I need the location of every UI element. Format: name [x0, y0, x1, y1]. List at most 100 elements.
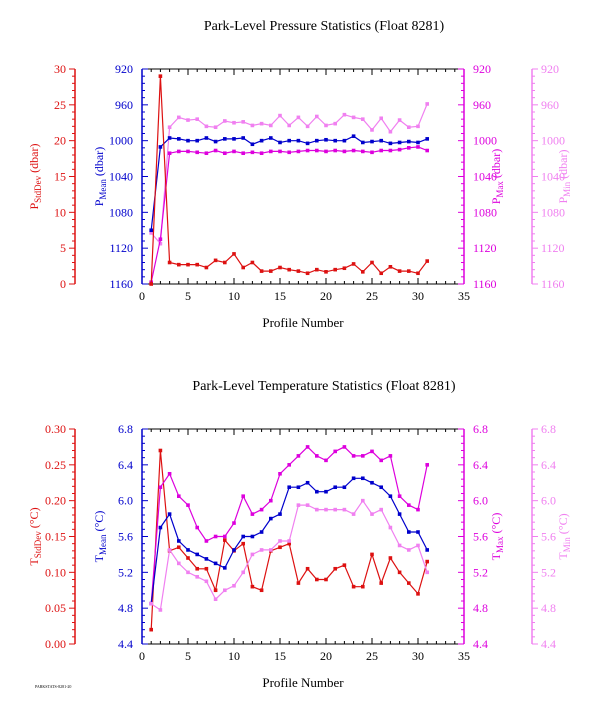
mean-series-point — [370, 480, 374, 485]
min-series-point — [305, 503, 310, 507]
min-series-point — [361, 117, 365, 121]
mean-series-point — [232, 548, 236, 552]
pressure-chart-panel: Park-Level Pressure Statistics (Float 82… — [27, 19, 572, 330]
stddev-series-point — [342, 266, 347, 271]
mean-series-point — [315, 489, 319, 494]
stddev-series-point — [213, 258, 218, 263]
min-series-point — [269, 548, 273, 552]
max-series-point — [296, 454, 301, 458]
mean-series-point — [333, 485, 337, 490]
max-series-point — [213, 534, 218, 539]
stddev-series-point — [370, 260, 374, 265]
mean-axis-label-main: T — [92, 554, 106, 562]
mean-series-point — [287, 138, 291, 143]
max-series-point — [232, 149, 236, 154]
stddev-axis-tick-label: 0.30 — [45, 422, 66, 436]
min-series-point — [379, 116, 383, 121]
max-series-point — [416, 507, 420, 512]
min-series-point — [223, 119, 227, 123]
max-axis-label-main: T — [489, 552, 503, 560]
max-series-point — [416, 145, 420, 149]
max-series-point — [370, 449, 374, 454]
min-axis-tick-label: 4.4 — [541, 637, 556, 651]
mean-axis-tick-label: 5.6 — [118, 530, 133, 544]
stddev-series-point — [177, 262, 181, 267]
stddev-series-point — [213, 588, 218, 593]
min-series-point — [158, 608, 163, 612]
x-tick-label: 30 — [412, 289, 424, 303]
max-series-point — [333, 148, 337, 153]
max-series-point — [259, 151, 264, 156]
min-series-point — [425, 570, 429, 575]
max-series-point — [287, 150, 291, 155]
max-series-point — [186, 149, 190, 154]
mean-series-point — [259, 138, 264, 143]
mean-series-point — [223, 137, 227, 141]
stddev-series-point — [416, 271, 420, 276]
min-series-point — [223, 588, 227, 593]
stddev-series-point — [186, 556, 190, 560]
max-series-point — [333, 449, 337, 454]
mean-series-point — [186, 548, 190, 552]
min-axis-tick-label: 960 — [541, 98, 559, 112]
mean-series-point — [177, 539, 181, 543]
min-series-point — [370, 512, 374, 516]
min-axis-tick-label: 6.8 — [541, 422, 556, 436]
mean-axis-tick-label: 1000 — [109, 134, 133, 148]
stddev-axis-tick-label: 0.25 — [45, 458, 66, 472]
chart-title: Park-Level Temperature Statistics (Float… — [192, 379, 455, 394]
stddev-axis-label-main: P — [27, 203, 41, 210]
min-series-point — [351, 512, 356, 516]
stddev-series-line — [150, 76, 428, 285]
mean-series-point — [416, 530, 420, 534]
mean-series-point — [204, 136, 209, 140]
x-tick-label: 10 — [228, 289, 240, 303]
max-axis-tick-label: 1080 — [473, 205, 497, 219]
min-series-point — [342, 112, 347, 117]
mean-series-point — [407, 139, 411, 144]
x-tick-label: 20 — [320, 649, 332, 663]
mean-series-point — [250, 142, 255, 147]
max-axis-tick-label: 1000 — [473, 134, 497, 148]
stddev-axis-tick-label: 0.15 — [45, 530, 66, 544]
min-axis-label-sub: Min — [562, 181, 572, 197]
max-series-point — [259, 507, 264, 512]
x-tick-label: 15 — [274, 649, 286, 663]
stddev-series-point — [370, 552, 374, 557]
mean-series-point — [379, 485, 383, 490]
stddev-series-point — [425, 559, 429, 564]
stddev-series-point — [195, 566, 199, 571]
max-series-point — [315, 454, 319, 458]
mean-axis-label-main: P — [92, 199, 106, 206]
min-series-point — [167, 548, 172, 552]
max-axis-label-unit: (dbar) — [489, 149, 503, 181]
min-series-point — [351, 115, 356, 120]
mean-series-point — [232, 137, 236, 141]
mean-series-point — [324, 137, 328, 142]
temperature-chart-panel: Park-Level Temperature Statistics (Float… — [27, 379, 572, 690]
stddev-axis-tick-label: 0.20 — [45, 494, 66, 508]
chart-title: Park-Level Pressure Statistics (Float 82… — [204, 19, 445, 34]
x-tick-label: 35 — [458, 289, 470, 303]
max-series-point — [158, 485, 163, 490]
stddev-axis-tick-label: 25 — [54, 98, 66, 112]
stddev-series-point — [232, 252, 236, 256]
min-axis-label: TMin (°C) — [556, 513, 572, 559]
min-axis-label-sub: Min — [562, 537, 572, 553]
min-series-point — [250, 552, 255, 557]
max-series-point — [223, 534, 227, 539]
max-series-point — [204, 151, 209, 156]
max-series-point — [232, 521, 236, 525]
min-series-point — [342, 507, 347, 512]
max-series-point — [250, 150, 255, 155]
mean-series-point — [269, 136, 273, 140]
max-series-line — [150, 446, 428, 604]
max-series-point — [223, 151, 227, 156]
mean-series-point — [195, 552, 199, 557]
min-axis-label-main: T — [556, 552, 570, 560]
mean-series-point — [342, 138, 347, 143]
min-series-point — [361, 498, 365, 503]
min-series-point — [250, 123, 255, 128]
max-series-point — [425, 463, 429, 467]
mean-series-point — [333, 138, 337, 143]
